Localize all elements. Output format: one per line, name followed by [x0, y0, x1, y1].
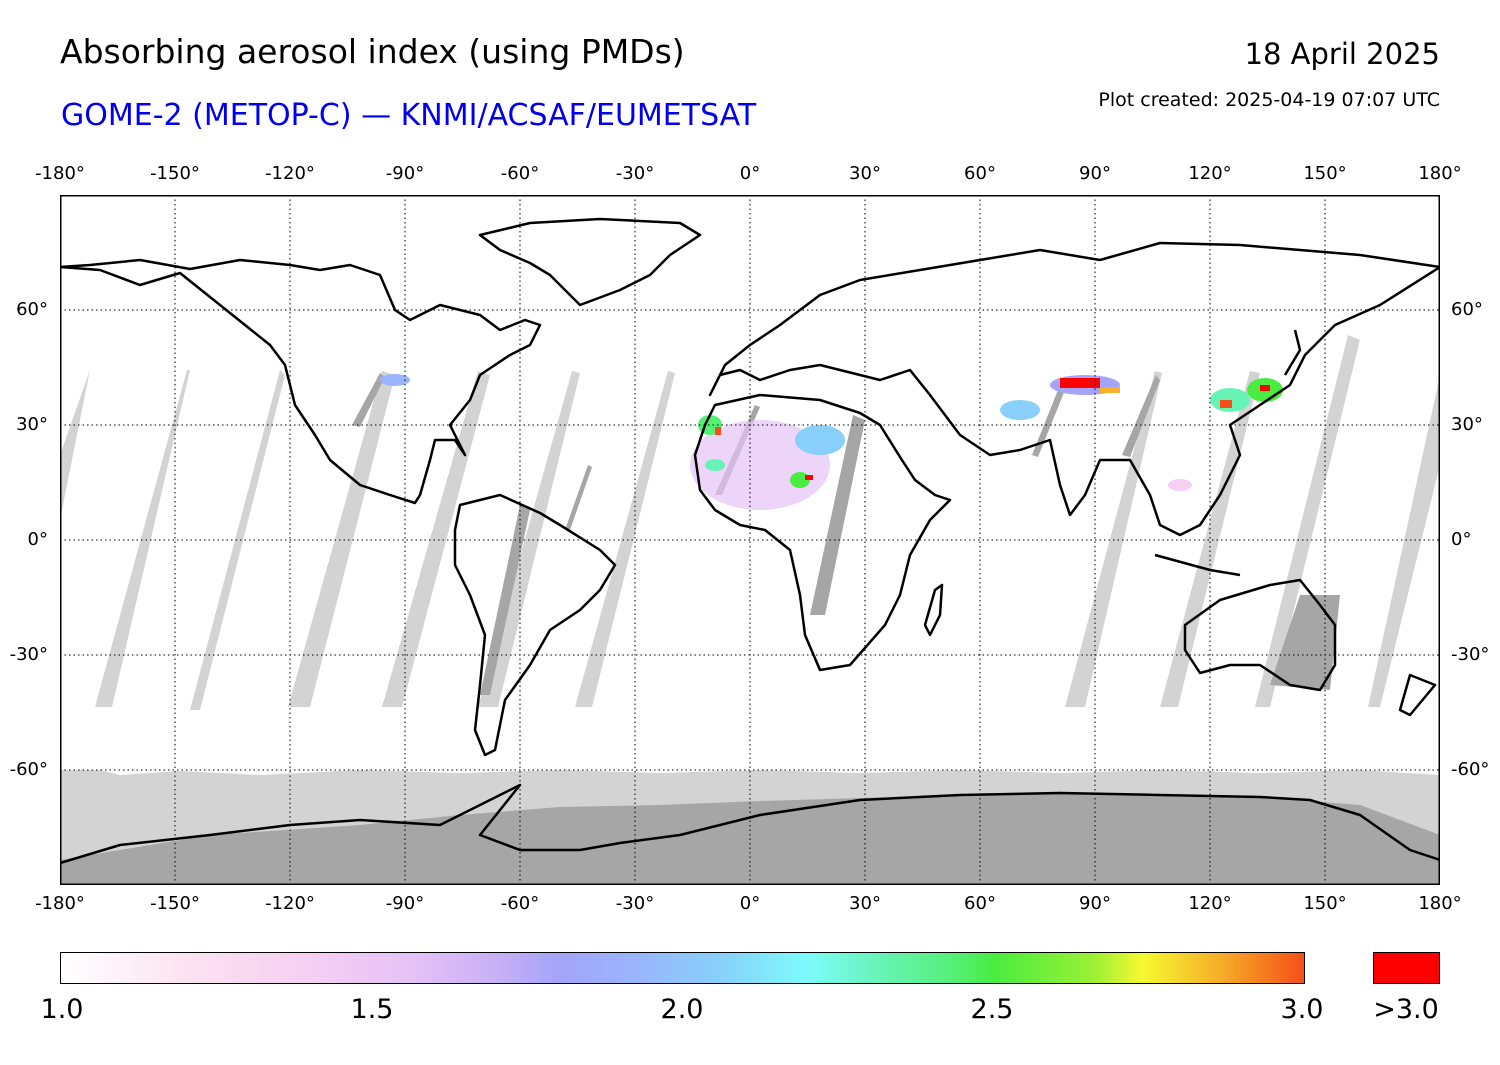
- bottom-lon-label: -150°: [150, 893, 200, 914]
- colorbar: [60, 952, 1305, 984]
- left-lat-label: -30°: [9, 644, 48, 665]
- bottom-lon-label: -180°: [35, 893, 85, 914]
- aerosol-signal: [380, 374, 1283, 510]
- plot-created-timestamp: Plot created: 2025-04-19 07:07 UTC: [1098, 89, 1440, 111]
- top-lon-label: -60°: [500, 163, 540, 184]
- coastlines: [60, 217, 1440, 865]
- top-lon-label: -30°: [615, 163, 655, 184]
- left-lat-label: 30°: [16, 414, 48, 435]
- colorbar-label-min: 1.0: [40, 994, 84, 1025]
- top-lon-label: -90°: [385, 163, 425, 184]
- map-frame: [60, 195, 1440, 885]
- bottom-lon-label: 180°: [1418, 893, 1462, 914]
- bottom-lon-label: -30°: [615, 893, 655, 914]
- left-lat-label: 60°: [16, 299, 48, 320]
- top-lon-label: 60°: [964, 163, 996, 184]
- bottom-lon-label: -60°: [500, 893, 540, 914]
- colorbar-label-max: 3.0: [1280, 994, 1324, 1025]
- colorbar-label-2-5: 2.5: [970, 994, 1014, 1025]
- colorbar-label-1-5: 1.5: [350, 994, 394, 1025]
- right-lat-label: -60°: [1451, 759, 1490, 780]
- top-lon-label: 150°: [1303, 163, 1347, 184]
- right-lat-label: 30°: [1451, 414, 1483, 435]
- top-lon-label: -180°: [35, 163, 85, 184]
- bottom-lon-label: 150°: [1303, 893, 1347, 914]
- colorbar-overflow-swatch: [1373, 952, 1440, 984]
- bottom-lon-label: 120°: [1188, 893, 1232, 914]
- aerosol-index-map: [60, 195, 1440, 885]
- top-lon-label: 180°: [1418, 163, 1462, 184]
- top-lon-label: -120°: [265, 163, 315, 184]
- bottom-lon-label: 0°: [739, 893, 761, 914]
- graticule: [60, 195, 1440, 885]
- bottom-lon-label: -90°: [385, 893, 425, 914]
- top-lon-label: 120°: [1188, 163, 1232, 184]
- right-lat-label: -30°: [1451, 644, 1490, 665]
- colorbar-label-2-0: 2.0: [660, 994, 704, 1025]
- left-lat-label: -60°: [9, 759, 48, 780]
- top-lon-label: 0°: [739, 163, 761, 184]
- top-lon-label: 30°: [849, 163, 881, 184]
- map-title: Absorbing aerosol index (using PMDs): [60, 32, 685, 71]
- right-lat-label: 0°: [1451, 529, 1472, 550]
- bottom-lon-label: 30°: [849, 893, 881, 914]
- map-date: 18 April 2025: [1244, 37, 1440, 71]
- bottom-lon-label: 60°: [964, 893, 996, 914]
- left-lat-label: 0°: [27, 529, 48, 550]
- colorbar-label-overflow: >3.0: [1373, 994, 1439, 1025]
- bottom-lon-label: -120°: [265, 893, 315, 914]
- bottom-lon-label: 90°: [1079, 893, 1111, 914]
- map-subtitle: GOME-2 (METOP-C) — KNMI/ACSAF/EUMETSAT: [61, 98, 757, 133]
- top-lon-label: -150°: [150, 163, 200, 184]
- right-lat-label: 60°: [1451, 299, 1483, 320]
- top-lon-label: 90°: [1079, 163, 1111, 184]
